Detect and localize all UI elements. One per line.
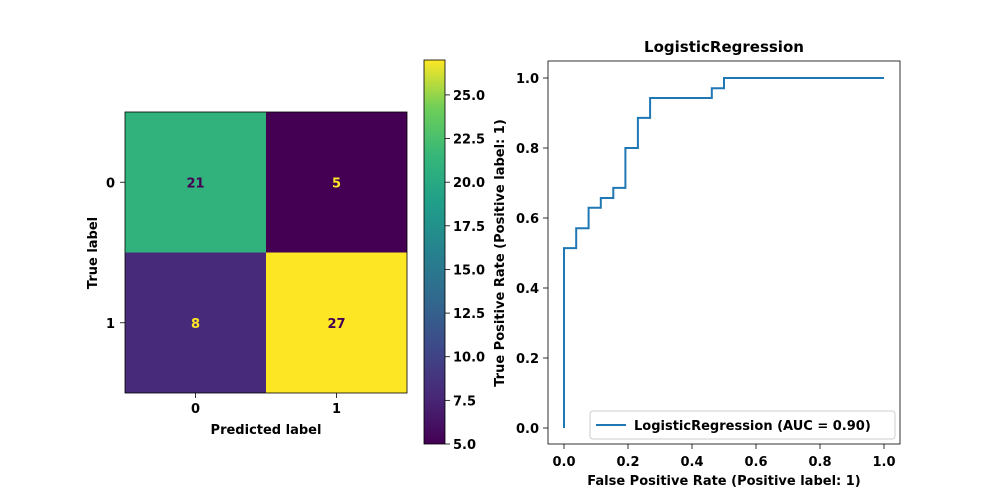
roc-legend: LogisticRegression (AUC = 0.90) bbox=[589, 410, 896, 440]
confusion-matrix-cell bbox=[266, 252, 407, 393]
confusion-matrix-ylabel: True label bbox=[86, 217, 101, 289]
colorbar: 5.0 7.5 10.0 12.5 15.0 17.5 20.0 22.5 25.0 bbox=[423, 59, 485, 453]
roc-ytick-label: 1.0 bbox=[516, 72, 539, 87]
roc-xlabel: False Positive Rate (Positive label: 1) bbox=[587, 474, 861, 489]
roc-ytick-label: 0.8 bbox=[516, 142, 539, 157]
roc-ylabel: True Positive Rate (Positive label: 1) bbox=[493, 119, 508, 387]
colorbar-tick-label: 10.0 bbox=[453, 351, 485, 366]
roc-ytick-label: 0.6 bbox=[516, 212, 539, 227]
colorbar-tick-label: 22.5 bbox=[453, 133, 485, 148]
roc-frame bbox=[547, 60, 901, 445]
roc-ytick-label: 0.0 bbox=[516, 422, 539, 437]
confusion-matrix-ytick-label: 0 bbox=[106, 176, 115, 191]
roc-title: LogisticRegression bbox=[644, 38, 804, 56]
confusion-matrix-cell bbox=[266, 112, 407, 253]
roc-curve-panel: LogisticRegression 0.0 0.2 0.4 0.6 0.8 1.0 0.… bbox=[493, 38, 901, 489]
confusion-matrix-xtick-label: 1 bbox=[332, 402, 341, 417]
roc-curve-line bbox=[563, 77, 884, 428]
confusion-matrix-value: 21 bbox=[186, 176, 204, 191]
colorbar-tick-label: 12.5 bbox=[453, 307, 485, 322]
roc-xtick-label: 1.0 bbox=[872, 455, 895, 470]
confusion-matrix-value: 27 bbox=[327, 317, 345, 332]
colorbar-tick-label: 20.0 bbox=[453, 176, 485, 191]
confusion-matrix: 21 5 8 27 0 1 0 1 Predicted label True label bbox=[86, 111, 408, 438]
colorbar-tick-label: 15.0 bbox=[453, 263, 485, 278]
roc-ytick-label: 0.4 bbox=[516, 282, 539, 297]
confusion-matrix-value: 8 bbox=[191, 317, 200, 332]
roc-xtick-label: 0.4 bbox=[680, 455, 703, 470]
confusion-matrix-ytick-label: 1 bbox=[106, 317, 115, 332]
colorbar-tick-label: 7.5 bbox=[453, 394, 476, 409]
roc-plot-area bbox=[548, 61, 900, 444]
colorbar-tick-label: 5.0 bbox=[453, 438, 476, 453]
colorbar-gradient bbox=[423, 59, 446, 445]
roc-legend-box bbox=[589, 410, 896, 440]
confusion-matrix-value: 5 bbox=[332, 176, 341, 191]
roc-ytick-label: 0.2 bbox=[516, 352, 539, 367]
confusion-matrix-frame bbox=[124, 111, 408, 394]
colorbar-tick-label: 25.0 bbox=[453, 89, 485, 104]
confusion-matrix-cell bbox=[125, 252, 266, 393]
roc-xtick-label: 0.8 bbox=[808, 455, 831, 470]
roc-xtick-label: 0.2 bbox=[616, 455, 639, 470]
roc-xtick-label: 0.6 bbox=[744, 455, 767, 470]
roc-legend-label: LogisticRegression (AUC = 0.90) bbox=[634, 419, 871, 434]
roc-xtick-label: 0.0 bbox=[552, 455, 575, 470]
colorbar-tick-label: 17.5 bbox=[453, 220, 485, 235]
confusion-matrix-xlabel: Predicted label bbox=[211, 423, 322, 438]
confusion-matrix-xtick-label: 0 bbox=[191, 402, 200, 417]
confusion-matrix-cell bbox=[125, 112, 266, 253]
